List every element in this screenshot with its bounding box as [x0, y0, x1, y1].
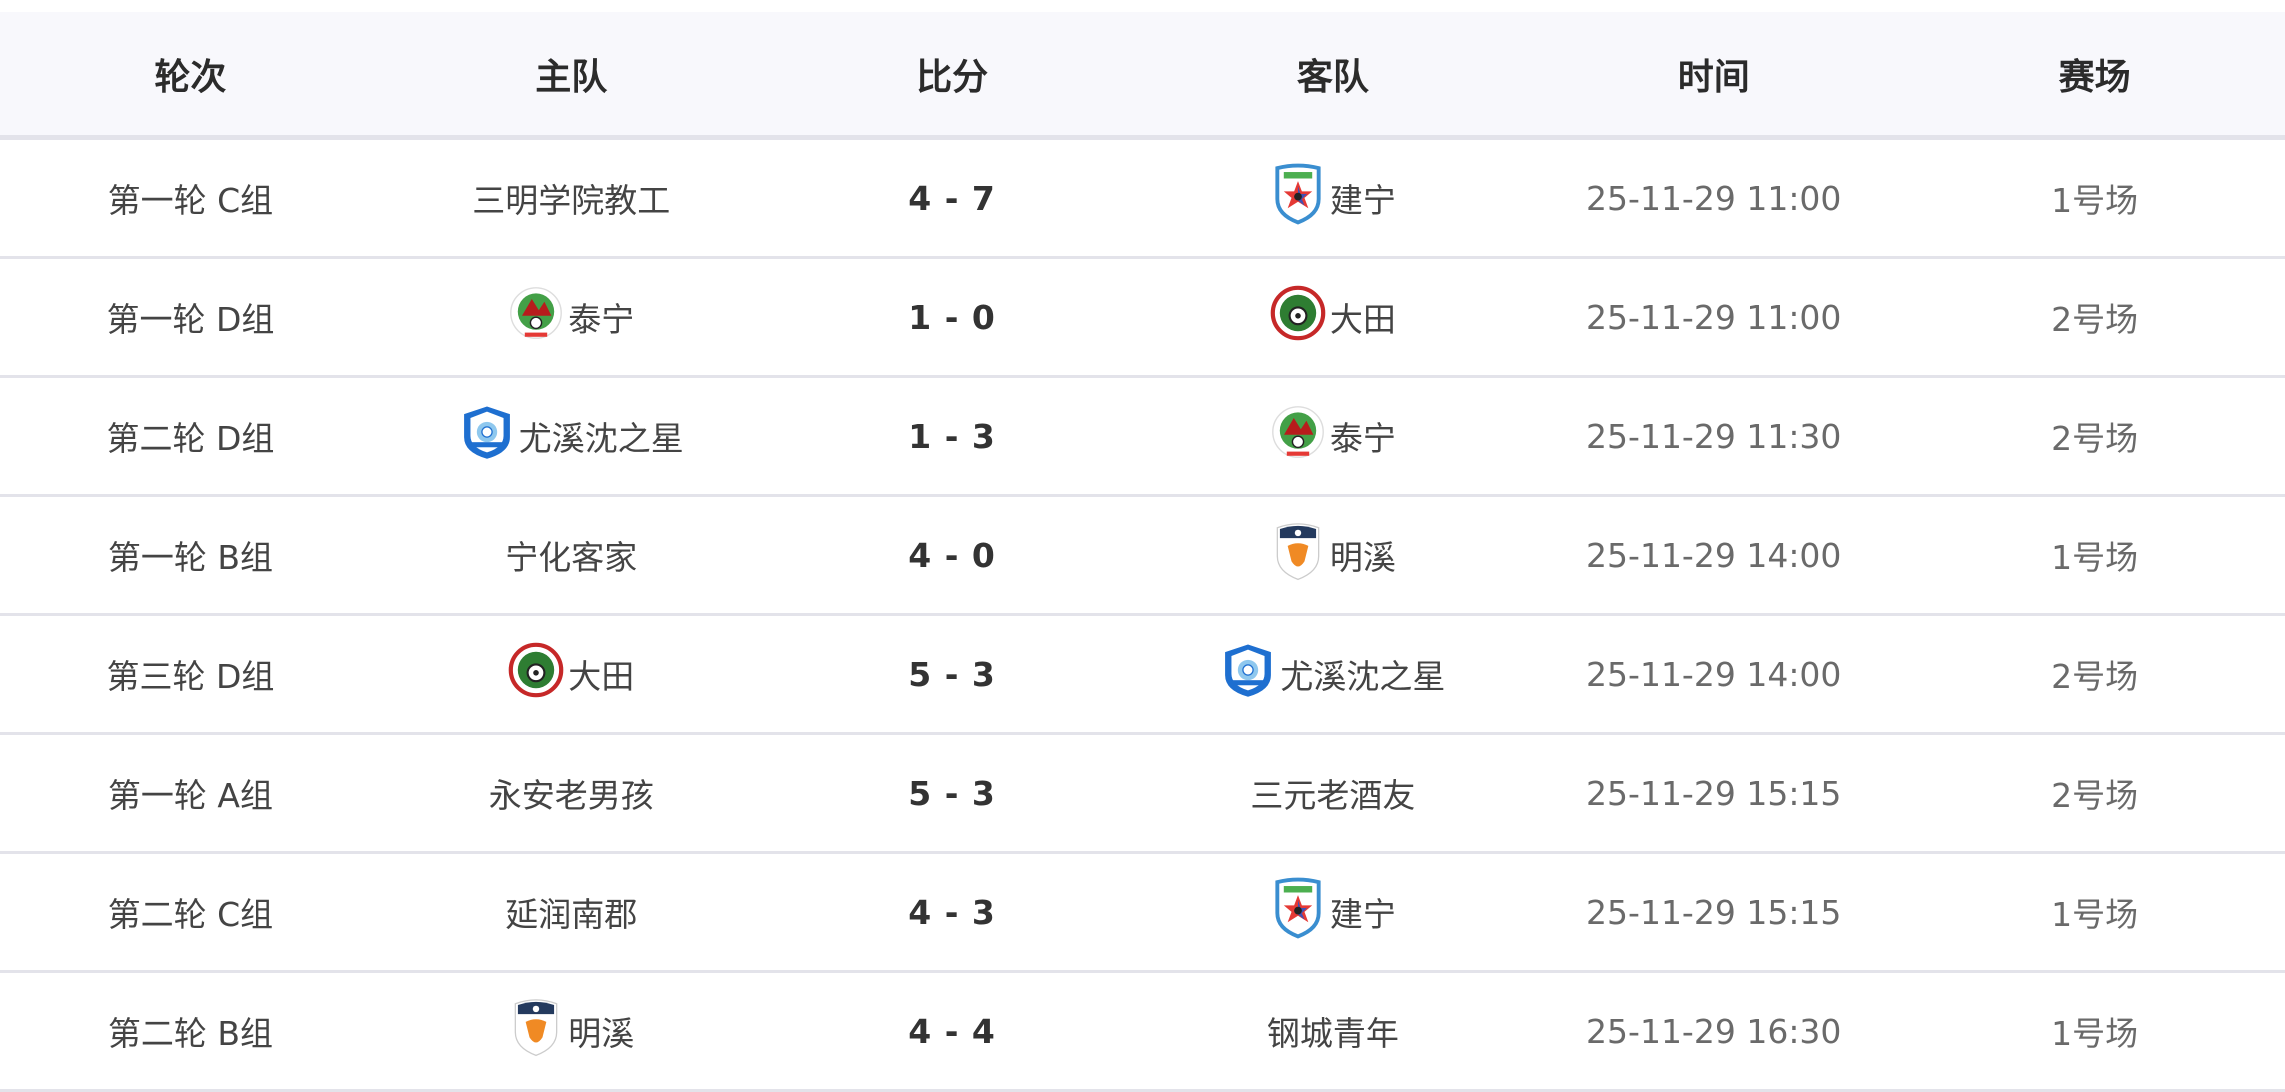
home-team-cell: 大田	[381, 639, 762, 709]
venue-cell: 2号场	[2051, 657, 2139, 696]
away-team-name: 大田	[1329, 300, 1396, 339]
score-cell: 4 - 4	[908, 1011, 996, 1051]
round-cell: 第一轮 D组	[106, 300, 275, 339]
venue-cell: 1号场	[2051, 895, 2139, 934]
home-team-name: 宁化客家	[505, 538, 638, 577]
away-team-cell: 建宁	[1143, 163, 1524, 233]
away-team-cell: 三元老酒友	[1143, 769, 1524, 817]
away-team-logo-icon	[1220, 639, 1276, 709]
home-team-name: 泰宁	[568, 300, 635, 339]
home-team-cell: 明溪	[381, 996, 762, 1066]
table-row[interactable]: 第二轮 B组 明溪 4 - 4 钢城青年 25-11-29 16:30 1号场	[0, 973, 2285, 1092]
round-cell: 第二轮 C组	[107, 895, 274, 934]
home-team-logo-icon	[508, 996, 564, 1066]
away-team-cell: 大田	[1143, 282, 1524, 352]
away-team-cell: 泰宁	[1143, 401, 1524, 471]
round-cell: 第二轮 D组	[106, 419, 275, 458]
home-team-logo-icon	[508, 282, 564, 352]
away-team-logo-icon	[1270, 877, 1326, 947]
away-team-name: 钢城青年	[1266, 1014, 1399, 1053]
away-team-cell: 尤溪沈之星	[1143, 639, 1524, 709]
table-row[interactable]: 第二轮 C组 延润南郡 4 - 3 建宁 25-11-29 15:15 1号场	[0, 854, 2285, 973]
time-cell: 25-11-29 14:00	[1586, 535, 1842, 575]
venue-cell: 2号场	[2051, 300, 2139, 339]
home-team-name: 明溪	[568, 1014, 635, 1053]
score-cell: 4 - 3	[908, 892, 996, 932]
away-team-name: 明溪	[1329, 538, 1396, 577]
away-team-logo-icon	[1270, 520, 1326, 590]
table-row[interactable]: 第一轮 C组 三明学院教工 4 - 7 建宁 25-11-29 11:00 1号场	[0, 140, 2285, 259]
round-cell: 第二轮 B组	[107, 1014, 273, 1053]
home-team-cell: 延润南郡	[381, 888, 762, 936]
home-team-logo-icon	[508, 639, 564, 709]
table-row[interactable]: 第二轮 D组 尤溪沈之星 1 - 3 泰宁 25-11-29 11:30 2号场	[0, 378, 2285, 497]
column-header-time: 时间	[1677, 56, 1750, 98]
column-header-score: 比分	[916, 56, 989, 98]
away-team-logo-icon	[1270, 401, 1326, 471]
home-team-name: 延润南郡	[505, 895, 638, 934]
home-team-cell: 宁化客家	[381, 531, 762, 579]
away-team-name: 建宁	[1329, 895, 1396, 934]
away-team-cell: 建宁	[1143, 877, 1524, 947]
time-cell: 25-11-29 11:00	[1586, 178, 1842, 218]
table-header: 轮次 主队 比分 客队 时间 赛场	[0, 12, 2285, 140]
home-team-cell: 永安老男孩	[381, 769, 762, 817]
table-row[interactable]: 第三轮 D组 大田 5 - 3 尤溪沈之星 25-11-29 14:00 2号场	[0, 616, 2285, 735]
venue-cell: 1号场	[2051, 181, 2139, 220]
home-team-name: 尤溪沈之星	[518, 419, 684, 458]
away-team-name: 三元老酒友	[1250, 776, 1416, 815]
home-team-cell: 泰宁	[381, 282, 762, 352]
round-cell: 第三轮 D组	[106, 657, 275, 696]
home-team-cell: 尤溪沈之星	[381, 401, 762, 471]
venue-cell: 1号场	[2051, 538, 2139, 577]
away-team-cell: 明溪	[1143, 520, 1524, 590]
table-row[interactable]: 第一轮 D组 泰宁 1 - 0 大田 25-11-29 11:00 2号场	[0, 259, 2285, 378]
column-header-round: 轮次	[154, 56, 227, 98]
score-cell: 4 - 7	[908, 178, 996, 218]
home-team-name: 永安老男孩	[488, 776, 654, 815]
score-cell: 5 - 3	[908, 773, 996, 813]
away-team-name: 建宁	[1329, 181, 1396, 220]
away-team-name: 尤溪沈之星	[1280, 657, 1446, 696]
round-cell: 第一轮 A组	[107, 776, 273, 815]
score-cell: 1 - 0	[908, 297, 996, 337]
home-team-name: 三明学院教工	[472, 181, 671, 220]
score-cell: 5 - 3	[908, 654, 996, 694]
time-cell: 25-11-29 15:15	[1586, 892, 1842, 932]
round-cell: 第一轮 C组	[107, 181, 274, 220]
table-row[interactable]: 第一轮 A组 永安老男孩 5 - 3 三元老酒友 25-11-29 15:15 2号场	[0, 735, 2285, 854]
column-header-home: 主队	[535, 56, 608, 98]
match-schedule-table: 轮次 主队 比分 客队 时间 赛场 第一轮 C组 三明学院教工 4 - 7 建宁 25-…	[0, 12, 2285, 1092]
table-row[interactable]: 第一轮 B组 宁化客家 4 - 0 明溪 25-11-29 14:00 1号场	[0, 497, 2285, 616]
home-team-logo-icon	[459, 401, 515, 471]
away-team-logo-icon	[1270, 163, 1326, 233]
score-cell: 1 - 3	[908, 416, 996, 456]
time-cell: 25-11-29 16:30	[1586, 1011, 1842, 1051]
home-team-name: 大田	[568, 657, 635, 696]
round-cell: 第一轮 B组	[107, 538, 273, 577]
column-header-venue: 赛场	[2058, 56, 2131, 98]
time-cell: 25-11-29 15:15	[1586, 773, 1842, 813]
time-cell: 25-11-29 11:30	[1586, 416, 1842, 456]
away-team-name: 泰宁	[1329, 419, 1396, 458]
time-cell: 25-11-29 14:00	[1586, 654, 1842, 694]
column-header-away: 客队	[1296, 56, 1369, 98]
venue-cell: 1号场	[2051, 1014, 2139, 1053]
score-cell: 4 - 0	[908, 535, 996, 575]
away-team-cell: 钢城青年	[1143, 1007, 1524, 1055]
away-team-logo-icon	[1270, 282, 1326, 352]
venue-cell: 2号场	[2051, 419, 2139, 458]
time-cell: 25-11-29 11:00	[1586, 297, 1842, 337]
home-team-cell: 三明学院教工	[381, 174, 762, 222]
venue-cell: 2号场	[2051, 776, 2139, 815]
